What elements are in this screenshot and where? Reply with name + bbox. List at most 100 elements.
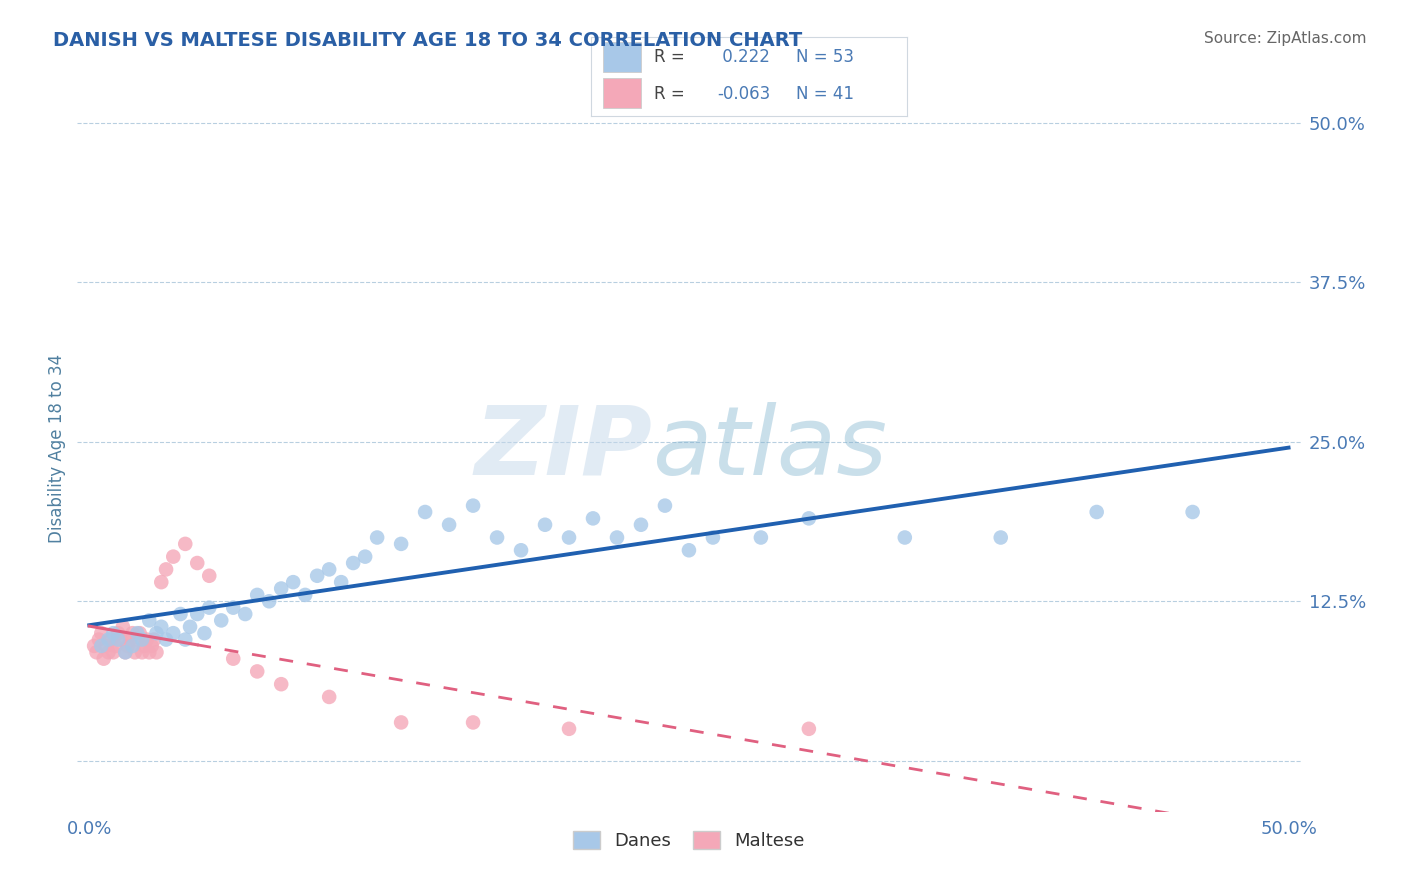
Point (461, 715, 484, 730)
Point (186, 607, 208, 621)
Point (97, 632, 120, 647)
Point (413, 505, 436, 519)
Point (678, 543, 700, 558)
Point (174, 537, 197, 551)
Point (107, 632, 129, 647)
Point (318, 562, 340, 576)
Point (198, 568, 221, 582)
Legend: Danes, Maltese: Danes, Maltese (565, 823, 813, 857)
Point (486, 531, 509, 545)
Point (86, 645, 108, 659)
Point (150, 575, 173, 590)
Point (797, 722, 820, 736)
Text: R =: R = (654, 48, 685, 66)
Point (354, 549, 377, 564)
Point (283, 575, 305, 590)
Point (174, 632, 197, 647)
Point (1181, 505, 1204, 519)
Point (131, 645, 153, 659)
Point (990, 531, 1012, 545)
Point (222, 651, 245, 665)
Point (894, 531, 917, 545)
Point (155, 632, 177, 647)
Bar (603, 42, 641, 72)
Point (797, 511, 820, 525)
Point (94, 639, 117, 653)
Point (510, 543, 533, 558)
Point (389, 715, 412, 730)
Point (342, 556, 364, 570)
Point (90, 626, 112, 640)
Point (155, 562, 177, 576)
Point (606, 531, 628, 545)
Point (145, 645, 167, 659)
Point (138, 645, 160, 659)
Point (107, 626, 129, 640)
Point (103, 645, 125, 659)
Text: N = 53: N = 53 (796, 48, 855, 66)
Point (534, 517, 557, 532)
Point (193, 626, 215, 640)
Point (270, 677, 292, 691)
Point (558, 722, 581, 736)
Point (209, 614, 232, 628)
Point (83, 639, 105, 653)
Point (114, 645, 136, 659)
Point (145, 626, 167, 640)
Text: N = 41: N = 41 (796, 85, 855, 103)
Point (270, 582, 292, 596)
Point (93, 651, 115, 665)
Point (97, 645, 120, 659)
Point (150, 620, 173, 634)
Point (121, 639, 143, 653)
Text: R =: R = (654, 85, 685, 103)
Point (437, 517, 460, 532)
Text: atlas: atlas (652, 401, 887, 495)
Text: ZIP: ZIP (474, 401, 652, 495)
Point (307, 568, 329, 582)
Text: DANISH VS MALTESE DISABILITY AGE 18 TO 34 CORRELATION CHART: DANISH VS MALTESE DISABILITY AGE 18 TO 3… (53, 31, 803, 50)
Point (103, 626, 125, 640)
Point (134, 639, 156, 653)
Point (162, 626, 184, 640)
Point (389, 537, 412, 551)
Point (120, 632, 142, 647)
Point (131, 632, 153, 647)
Point (179, 620, 201, 634)
Point (461, 499, 484, 513)
Point (90, 639, 112, 653)
Point (630, 517, 652, 532)
Point (222, 600, 245, 615)
Point (110, 632, 132, 647)
Point (87, 632, 110, 647)
Point (318, 690, 340, 704)
Point (186, 556, 208, 570)
Point (121, 626, 143, 640)
Text: -0.063: -0.063 (717, 85, 770, 103)
Point (114, 645, 136, 659)
Point (233, 607, 256, 621)
Point (135, 632, 157, 647)
Point (124, 645, 146, 659)
Point (169, 607, 191, 621)
Point (654, 499, 676, 513)
Point (1085, 505, 1108, 519)
Point (702, 531, 724, 545)
Point (294, 588, 316, 602)
Point (141, 639, 163, 653)
Point (162, 549, 184, 564)
Point (128, 626, 150, 640)
Point (246, 588, 269, 602)
Point (246, 665, 269, 679)
Point (198, 600, 221, 615)
Point (558, 531, 581, 545)
Point (582, 511, 605, 525)
Point (749, 531, 772, 545)
Point (127, 632, 149, 647)
Point (100, 632, 122, 647)
Point (127, 626, 149, 640)
Text: Source: ZipAtlas.com: Source: ZipAtlas.com (1204, 31, 1367, 46)
Point (111, 620, 134, 634)
Point (143, 632, 166, 647)
Point (138, 614, 160, 628)
